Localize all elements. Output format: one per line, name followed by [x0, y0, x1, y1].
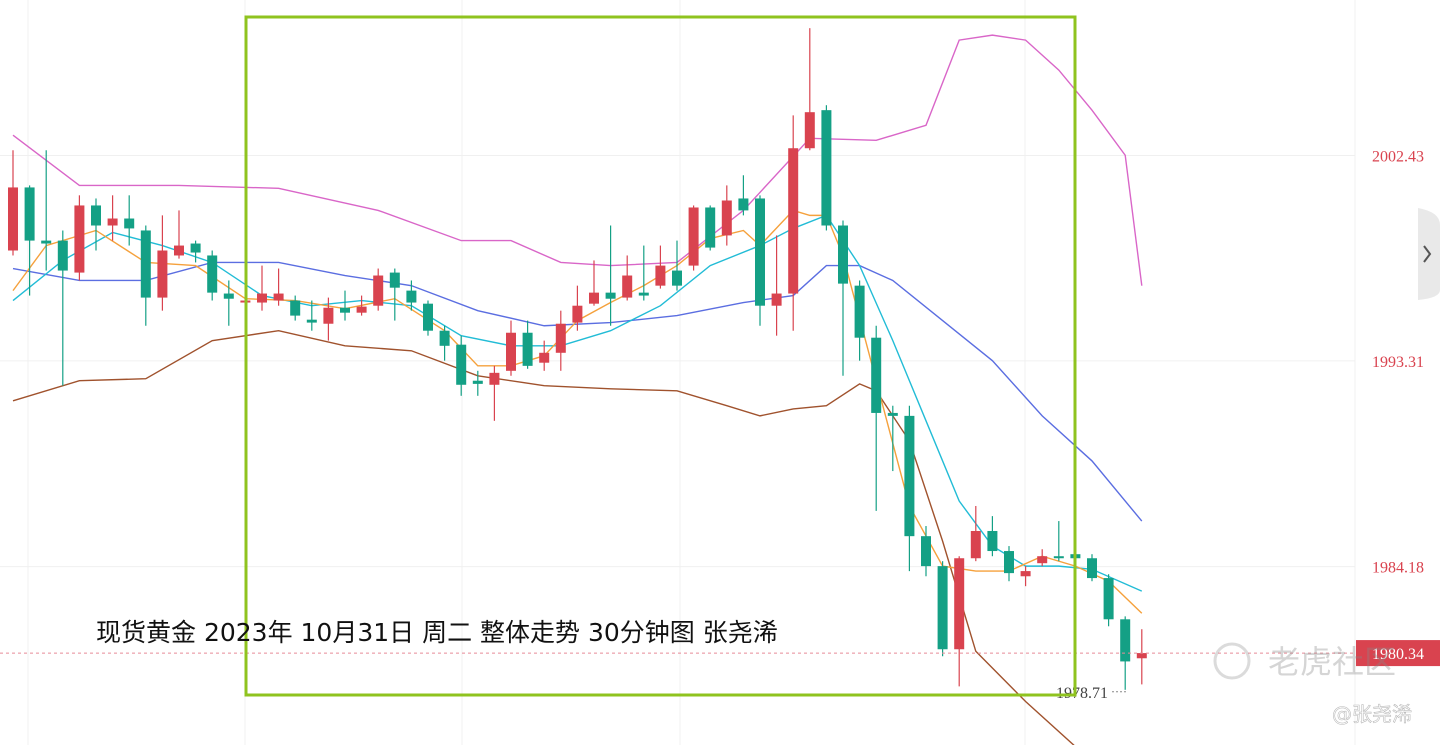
candle-body [157, 250, 168, 298]
candle-body [124, 218, 135, 229]
candle-body [539, 352, 550, 363]
candle-body [1037, 556, 1048, 564]
candle-body [638, 292, 649, 296]
candle-body [1103, 578, 1114, 620]
candle-body [555, 323, 566, 353]
last-price-label: 1980.34 [1372, 646, 1424, 663]
candles [8, 28, 1147, 690]
candle-body [871, 337, 882, 413]
indicator-line [12, 214, 1143, 592]
candle-body [223, 293, 234, 299]
candle-body [456, 344, 467, 385]
candle-body [887, 412, 898, 416]
annotation: 现货黄金 2023年 10月31日 周二 整体走势 30分钟图 张尧浠 [96, 618, 778, 647]
candle-body [904, 415, 915, 537]
candle-body [140, 230, 151, 298]
candle-body [655, 265, 666, 286]
candle-body [306, 319, 317, 323]
candle-body [838, 225, 848, 284]
candle-body [804, 112, 815, 149]
candle-body [1004, 551, 1014, 574]
candle-body [406, 290, 417, 303]
candle-body [771, 293, 782, 306]
candle-body [572, 305, 583, 323]
candle-body [1087, 558, 1097, 579]
candle-body [57, 240, 68, 271]
grid [0, 154, 1355, 568]
candle-body [24, 187, 35, 241]
candle-body [755, 198, 765, 306]
candle-body [738, 198, 749, 211]
candle-body [705, 207, 716, 248]
labels: 2002.43 1993.31 1984.18 1980.34 1978.71 [0, 148, 1440, 702]
candle-body [389, 272, 400, 288]
candle-body [257, 293, 267, 303]
candle-body [472, 380, 483, 384]
candle-body [356, 306, 367, 313]
candle-body [688, 207, 699, 266]
candle-body [937, 566, 948, 650]
candle-body [721, 200, 732, 236]
candle-body [821, 110, 832, 226]
credit: @张尧浠 [1332, 702, 1412, 726]
y-tick-label: 1993.31 [1372, 354, 1424, 371]
candle-body [74, 205, 85, 273]
candle-body [605, 292, 616, 299]
candle-body [987, 530, 998, 552]
candle-body [672, 270, 682, 286]
candle-body [373, 275, 384, 306]
last-price-box [1356, 640, 1440, 667]
candle-body [854, 285, 865, 338]
y-tick-label: 1984.18 [1372, 560, 1424, 577]
candle-body [107, 218, 118, 226]
highlight-box [244, 15, 1077, 697]
candle-body [506, 332, 516, 371]
candle-body [1020, 571, 1031, 577]
candle-body [190, 243, 201, 253]
candle-body [423, 303, 433, 331]
indicator-line [12, 261, 1143, 522]
candle-body [589, 292, 599, 304]
candle-body [1136, 653, 1147, 659]
candle-body [788, 148, 799, 294]
watermark-group: 老虎社区 [1213, 642, 1396, 681]
candle-body [489, 372, 500, 385]
watermark: 老虎社区 [1268, 643, 1396, 681]
candle-body [91, 205, 101, 226]
candle-body [921, 536, 931, 567]
y-tick-label: 2002.43 [1372, 148, 1424, 165]
candle-body [970, 530, 981, 559]
watermark-logo [1213, 642, 1251, 680]
candle-body [8, 187, 18, 251]
candle-body [290, 300, 301, 316]
candle-body [174, 245, 184, 256]
candle-body [439, 330, 450, 346]
candle-body [954, 558, 965, 650]
low-label: 1978.71 [1056, 685, 1108, 702]
candle-body [1053, 556, 1064, 559]
candle-body [323, 307, 334, 324]
candle-body [522, 332, 533, 366]
candle-body [41, 240, 52, 244]
candle-body [273, 293, 284, 301]
side-arrow[interactable] [1423, 245, 1432, 263]
candle-body [622, 275, 633, 298]
candle-body [207, 255, 218, 293]
candle-body [340, 307, 350, 313]
candle-body [1120, 619, 1131, 662]
